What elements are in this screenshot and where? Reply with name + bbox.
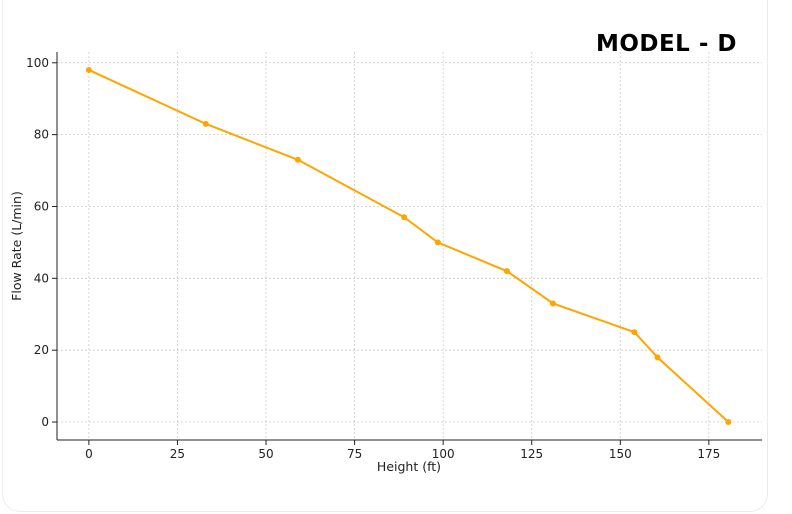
- data-point: [434, 239, 441, 246]
- y-tick-label: 80: [34, 128, 49, 142]
- data-point: [85, 66, 92, 73]
- x-tick-label: 75: [347, 447, 362, 461]
- data-point: [725, 419, 732, 426]
- x-ticks: 0 25 50 75 100 125 150 175: [85, 440, 720, 461]
- y-ticks: 0 20 40 60 80 100: [26, 56, 57, 429]
- x-tick-label: 25: [170, 447, 185, 461]
- data-point: [503, 268, 510, 275]
- series-group: [85, 66, 732, 426]
- model-title: MODEL - D: [595, 31, 737, 57]
- x-tick-label: 125: [520, 447, 543, 461]
- data-point: [294, 156, 301, 163]
- y-axis-label: Flow Rate (L/min): [9, 191, 24, 301]
- x-tick-label: 150: [609, 447, 632, 461]
- data-point: [202, 120, 209, 127]
- data-point: [654, 354, 661, 361]
- chart-card: MODEL - D: [2, 0, 768, 512]
- data-point: [631, 329, 638, 336]
- axes: [56, 52, 762, 441]
- y-tick-label: 0: [41, 415, 49, 429]
- x-tick-label: 0: [85, 447, 93, 461]
- x-tick-label: 50: [258, 447, 273, 461]
- y-tick-label: 100: [26, 56, 49, 70]
- series-line: [88, 69, 730, 423]
- x-tick-label: 100: [432, 447, 455, 461]
- y-tick-label: 40: [34, 271, 49, 285]
- data-point: [549, 300, 556, 307]
- data-point: [401, 214, 408, 221]
- y-tick-label: 20: [34, 343, 49, 357]
- x-tick-label: 175: [697, 447, 720, 461]
- x-axis-label: Height (ft): [377, 459, 441, 474]
- y-tick-label: 60: [34, 199, 49, 213]
- grid-lines: [57, 52, 762, 440]
